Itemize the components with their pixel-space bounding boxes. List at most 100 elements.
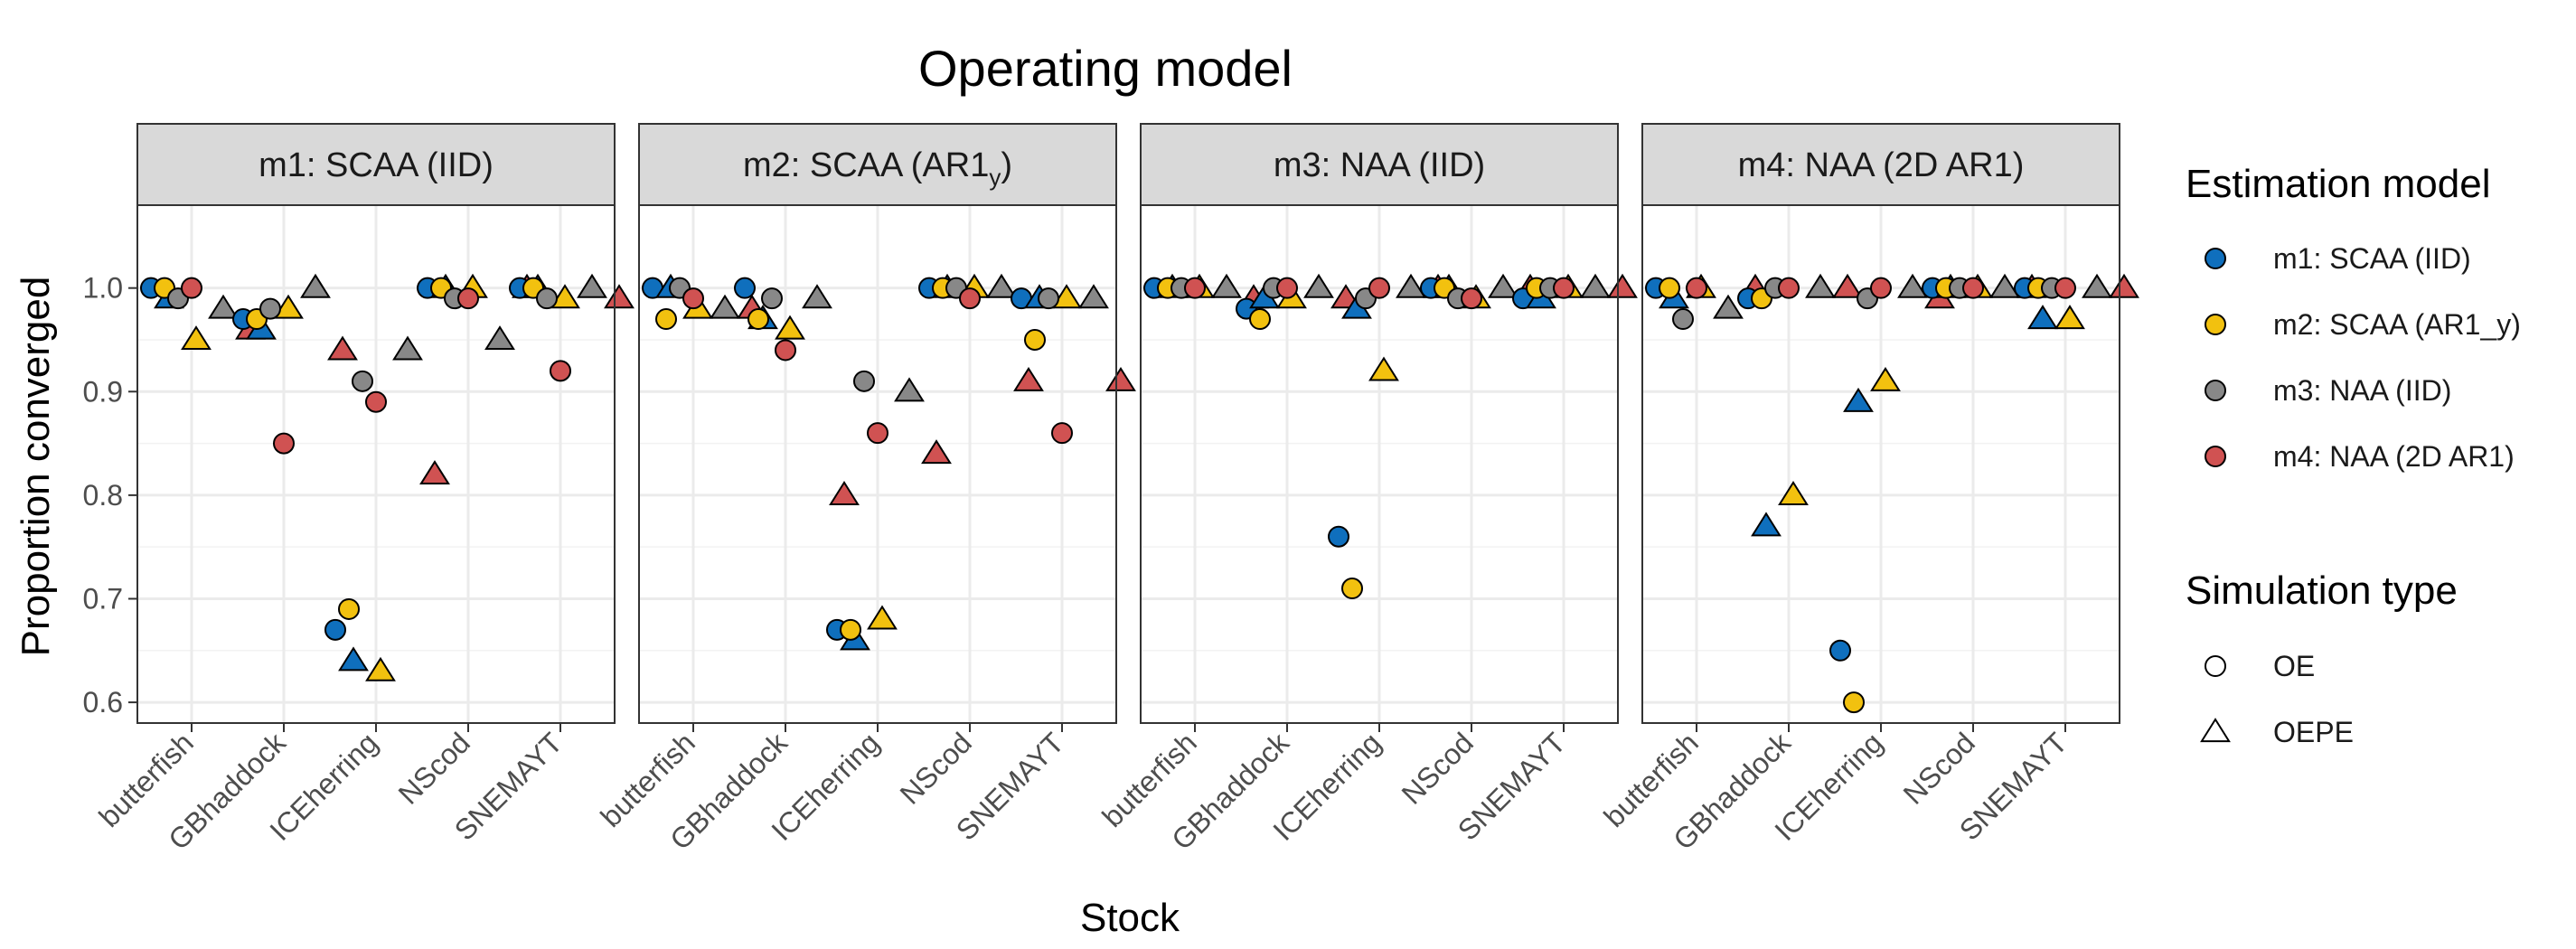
point-oepe-m1-ICEherring [338, 646, 369, 672]
point-oepe-m4-GBhaddock [327, 335, 358, 361]
facet-strip [1140, 123, 1619, 206]
facet-panels: m1: SCAA (IID)butterfishGBhaddockICEherr… [83, 123, 2139, 856]
facet-label: m2: SCAA (AR1y) [743, 146, 1012, 191]
point-oepe-m3-butterfish [1713, 294, 1744, 319]
facet-label-text: m4: NAA (2D AR1) [1738, 146, 2025, 184]
point-oepe-m2-butterfish [181, 325, 212, 351]
point-oe-m3-ICEherring [352, 370, 373, 392]
point-oepe-m4-NScod [1013, 366, 1044, 391]
legend-label-m4: m4: NAA (2D AR1) [2273, 440, 2515, 473]
point-oe-m4-NScod [457, 287, 479, 310]
point-oe-m4-NScod [1962, 277, 1984, 299]
point-oe-m3-SNEMAYT [536, 287, 558, 310]
point-oepe-m3-GBhaddock [300, 273, 331, 298]
facet-label: m1: SCAA (IID) [259, 146, 494, 184]
point-oe-m3-ICEherring [853, 370, 875, 392]
point-oe-m2-butterfish [655, 308, 677, 331]
facet-label: m3: NAA (IID) [1274, 146, 1485, 184]
legend-label-m1: m1: SCAA (IID) [2273, 242, 2471, 275]
chart-title: Operating model [918, 40, 1293, 97]
point-oe-m2-ICEherring [840, 618, 861, 641]
point-oe-m3-GBhaddock [259, 297, 281, 320]
legend-simulation-items: OE OEPE [2200, 650, 2354, 748]
point-oe-m4-ICEherring [867, 422, 888, 445]
point-oepe-m3-SNEMAYT [577, 273, 607, 298]
point-oepe-m2-ICEherring [867, 605, 898, 630]
point-oepe-m4-GBhaddock [1832, 273, 1863, 298]
point-oe-m1-ICEherring [324, 618, 346, 641]
point-oepe-m3-butterfish [1211, 273, 1242, 298]
point-oepe-m4-SNEMAYT [2109, 273, 2139, 298]
x-tick-label-NScod: NScod [1396, 726, 1480, 810]
facet-panel-1: m1: SCAA (IID)butterfishGBhaddockICEherr… [83, 123, 635, 856]
point-oe-m2-butterfish [1659, 277, 1680, 299]
point-oepe-m2-ICEherring [1870, 366, 1901, 391]
point-oe-m4-GBhaddock [1276, 277, 1298, 299]
point-oe-m4-butterfish [1184, 277, 1206, 299]
point-oepe-m2-SNEMAYT [1051, 284, 1082, 309]
point-oepe-m3-SNEMAYT [1078, 284, 1109, 309]
point-oe-m4-GBhaddock [775, 339, 796, 362]
point-oe-m4-NScod [1461, 287, 1482, 310]
data-points [1143, 273, 1638, 600]
point-oepe-m3-NScod [1488, 273, 1518, 298]
point-oe-m4-ICEherring [1870, 277, 1892, 299]
point-oepe-m3-ICEherring [392, 335, 423, 361]
point-oe-m4-SNEMAYT [1553, 277, 1575, 299]
facet-label: m4: NAA (2D AR1) [1738, 146, 2025, 184]
point-oepe-m3-NScod [986, 273, 1017, 298]
point-oe-m1-GBhaddock [734, 277, 756, 299]
point-oepe-m3-ICEherring [894, 377, 925, 402]
point-oepe-m4-ICEherring [419, 460, 450, 485]
point-oe-m2-ICEherring [338, 597, 360, 620]
legend-label-OEPE: OEPE [2273, 716, 2354, 748]
facet-panel-3: m3: NAA (IID)butterfishGBhaddockICEherri… [1095, 123, 1638, 856]
point-oepe-m4-SNEMAYT [1607, 273, 1638, 298]
data-points [1645, 273, 2139, 714]
point-oe-m4-SNEMAYT [550, 360, 571, 382]
point-oe-m4-butterfish [181, 277, 202, 299]
facet-label-subscript: y [989, 164, 1001, 191]
point-oe-m4-GBhaddock [273, 432, 295, 455]
facet-label-text: m3: NAA (IID) [1274, 146, 1485, 184]
legend-key-m1 [2205, 248, 2226, 269]
legend-key-m2 [2205, 314, 2226, 335]
y-tick-label: 0.8 [83, 479, 123, 512]
point-oe-m2-ICEherring [1843, 691, 1865, 714]
facet-panel-4: m4: NAA (2D AR1)butterfishGBhaddockICEhe… [1597, 123, 2139, 856]
data-points [642, 273, 1136, 651]
y-axis-title: Proportion converged [14, 277, 58, 657]
point-oe-m2-SNEMAYT [1024, 328, 1046, 351]
point-oepe-m3-SNEMAYT [2082, 273, 2112, 298]
facet-label-close: ) [1001, 146, 1012, 184]
point-oepe-m3-SNEMAYT [1580, 273, 1611, 298]
legend-estimation-items: m1: SCAA (IID) m2: SCAA (AR1_y) m3: NAA (I… [2205, 242, 2521, 473]
legend-key-OE [2205, 655, 2226, 677]
x-tick-label-NScod: NScod [392, 726, 476, 810]
facet-label-text: m2: SCAA (AR1 [743, 146, 989, 184]
point-oepe-m3-butterfish [710, 294, 740, 319]
legend-title-simulation: Simulation type [2186, 568, 2458, 613]
x-tick-label-NScod: NScod [1897, 726, 1981, 810]
point-oepe-m3-ICEherring [1396, 273, 1426, 298]
point-oe-m1-ICEherring [1829, 639, 1851, 662]
point-oe-m1-ICEherring [1328, 525, 1349, 548]
point-oepe-m3-GBhaddock [802, 284, 832, 309]
legend: Estimation model m1: SCAA (IID) m2: SCAA … [2186, 162, 2521, 748]
point-oe-m4-butterfish [1686, 277, 1707, 299]
point-oe-m3-butterfish [1672, 308, 1694, 331]
point-oe-m4-ICEherring [365, 390, 387, 413]
point-oe-m2-GBhaddock [1249, 308, 1271, 331]
point-oepe-m1-SNEMAYT [2027, 305, 2058, 330]
point-oepe-m1-GBhaddock [1751, 512, 1782, 537]
point-oe-m4-ICEherring [1368, 277, 1390, 299]
point-oepe-m2-SNEMAYT [2054, 305, 2085, 330]
x-axis-title: Stock [1080, 896, 1180, 940]
point-oe-m3-SNEMAYT [1038, 287, 1059, 310]
facet-strip [1641, 123, 2120, 206]
point-oepe-m3-NScod [1989, 273, 2020, 298]
point-oepe-m3-NScod [484, 325, 515, 351]
point-oe-m3-GBhaddock [761, 287, 783, 310]
legend-label-OE: OE [2273, 650, 2315, 682]
legend-key-m4 [2205, 446, 2226, 467]
